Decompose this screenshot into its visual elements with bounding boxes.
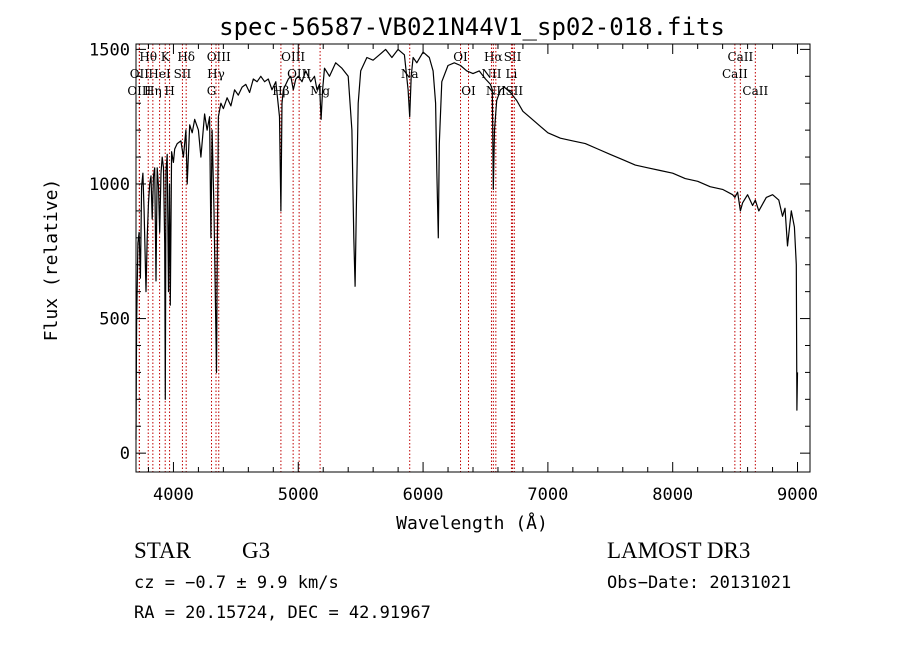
marker-label-14: Hβ (272, 84, 289, 98)
marker-label-24: SII (505, 84, 523, 98)
marker-label-2: OIII (127, 84, 151, 98)
marker-label-11: G (207, 84, 217, 98)
marker-label-4: HeI (148, 67, 171, 81)
marker-label-10: Hγ (207, 67, 225, 81)
marker-label-6: Hη (144, 84, 162, 98)
x-axis-label: Wavelength (Å) (396, 512, 548, 534)
chart-title: spec-56587-VB021N44V1_sp02-018.fits (219, 13, 725, 41)
redshift-velocity: cz = −0.7 ± 9.9 km/s (134, 573, 339, 593)
marker-label-3: K (161, 50, 171, 64)
marker-label-17: OI (453, 50, 468, 64)
object-subclass: G3 (242, 538, 271, 563)
observation-date: Obs−Date: 20131021 (607, 573, 792, 593)
marker-label-27: CaII (742, 84, 768, 98)
marker-label-25: CaII (727, 50, 753, 64)
axes: 4000 5000 6000 7000 8000 9000 0 500 1000 1500 (89, 40, 818, 505)
marker-label-20: SII (504, 50, 522, 64)
marker-label-21: NII (481, 67, 501, 81)
x-tick-label-1: 5000 (278, 485, 319, 505)
marker-label-9: OIII (207, 50, 231, 64)
marker-label-22: Li (506, 67, 518, 81)
ra-dec-coordinates: RA = 20.15724, DEC = 42.91967 (134, 603, 431, 623)
marker-label-0: Hθ (139, 50, 157, 64)
marker-label-23: NII (486, 84, 506, 98)
x-tick-label-3: 7000 (527, 485, 568, 505)
plot-area (135, 48, 799, 440)
marker-label-16: Na (401, 67, 419, 81)
marker-label-18: OI (461, 84, 476, 98)
marker-label-8: Hδ (177, 50, 195, 64)
x-tick-label-2: 6000 (403, 485, 444, 505)
series-flux (135, 48, 799, 440)
marker-label-5: SII (174, 67, 192, 81)
object-class: STAR (134, 538, 191, 563)
y-tick-label-1: 500 (99, 310, 130, 330)
y-axis-label: Flux (relative) (41, 179, 62, 342)
marker-label-12: OIII (281, 50, 305, 64)
x-tick-label-4: 8000 (652, 485, 693, 505)
x-tick-label-0: 4000 (153, 485, 194, 505)
marker-label-7: H (164, 84, 174, 98)
y-tick-label-2: 1000 (89, 175, 130, 195)
y-tick-label-0: 0 (120, 444, 130, 464)
plot-frame (135, 43, 811, 473)
marker-label-26: CaII (722, 67, 748, 81)
marker-label-1: OII (130, 67, 150, 81)
y-tick-label-3: 1500 (89, 40, 130, 60)
marker-label-19: Hα (484, 50, 503, 64)
survey-name: LAMOST DR3 (607, 538, 751, 563)
x-tick-label-5: 9000 (777, 485, 818, 505)
